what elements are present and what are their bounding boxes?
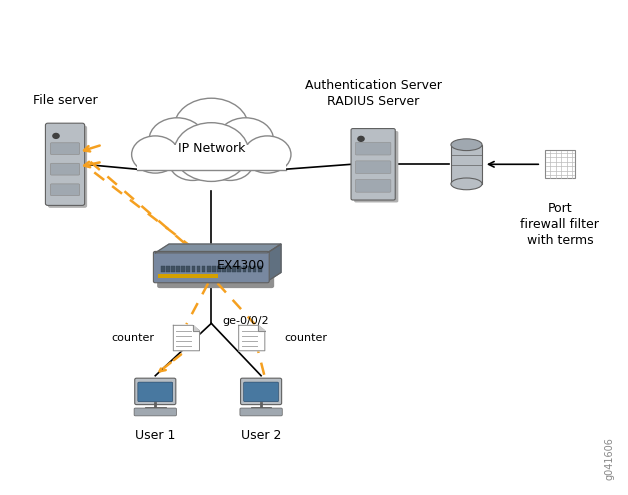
Polygon shape xyxy=(173,325,200,351)
FancyBboxPatch shape xyxy=(50,163,80,175)
Bar xyxy=(166,266,170,272)
Circle shape xyxy=(53,134,59,139)
FancyBboxPatch shape xyxy=(244,382,279,401)
Bar xyxy=(207,266,210,272)
FancyBboxPatch shape xyxy=(48,126,87,208)
Bar xyxy=(545,150,575,179)
Text: File server: File server xyxy=(33,94,97,106)
FancyBboxPatch shape xyxy=(355,142,391,155)
Text: User 1: User 1 xyxy=(135,429,175,443)
Text: g041606: g041606 xyxy=(605,437,615,480)
Bar xyxy=(176,266,180,272)
Bar xyxy=(181,266,185,272)
FancyBboxPatch shape xyxy=(241,378,281,404)
Text: IP Network: IP Network xyxy=(178,142,245,154)
FancyBboxPatch shape xyxy=(134,408,176,416)
Circle shape xyxy=(174,123,249,182)
Polygon shape xyxy=(155,244,281,253)
Text: counter: counter xyxy=(111,333,154,343)
Bar xyxy=(237,266,241,272)
Bar xyxy=(171,266,175,272)
FancyBboxPatch shape xyxy=(50,184,80,196)
Bar xyxy=(258,266,262,272)
Circle shape xyxy=(358,137,364,141)
FancyBboxPatch shape xyxy=(351,129,395,200)
Bar xyxy=(227,266,231,272)
Bar xyxy=(161,266,165,272)
Text: EX4300: EX4300 xyxy=(216,258,264,272)
FancyBboxPatch shape xyxy=(355,180,391,192)
FancyBboxPatch shape xyxy=(45,123,85,205)
FancyBboxPatch shape xyxy=(355,161,391,174)
FancyBboxPatch shape xyxy=(157,256,274,288)
FancyBboxPatch shape xyxy=(138,382,173,401)
FancyBboxPatch shape xyxy=(153,251,269,283)
Text: Port
firewall filter
with terms: Port firewall filter with terms xyxy=(521,202,599,248)
Text: User 2: User 2 xyxy=(241,429,281,443)
Text: counter: counter xyxy=(284,333,327,343)
Bar xyxy=(197,266,200,272)
Circle shape xyxy=(207,143,254,181)
Bar xyxy=(158,274,217,278)
Text: Authentication Server
RADIUS Server: Authentication Server RADIUS Server xyxy=(305,79,441,108)
Bar xyxy=(217,266,221,272)
Circle shape xyxy=(217,118,274,162)
Polygon shape xyxy=(258,325,265,331)
Bar xyxy=(247,266,251,272)
FancyBboxPatch shape xyxy=(135,378,176,404)
Polygon shape xyxy=(268,244,281,281)
FancyBboxPatch shape xyxy=(240,408,282,416)
Bar xyxy=(212,266,215,272)
Ellipse shape xyxy=(451,139,482,150)
Ellipse shape xyxy=(451,178,482,190)
Bar xyxy=(222,266,226,272)
Bar xyxy=(192,266,195,272)
Bar xyxy=(187,266,190,272)
Bar xyxy=(232,266,236,272)
FancyBboxPatch shape xyxy=(354,131,398,202)
Polygon shape xyxy=(193,325,200,331)
FancyBboxPatch shape xyxy=(50,143,80,154)
Circle shape xyxy=(149,118,205,162)
FancyBboxPatch shape xyxy=(137,145,286,170)
Bar xyxy=(242,266,246,272)
Text: ge-0/0/2: ge-0/0/2 xyxy=(222,316,269,326)
Circle shape xyxy=(132,136,179,173)
FancyBboxPatch shape xyxy=(451,145,482,184)
Bar xyxy=(202,266,205,272)
Polygon shape xyxy=(239,325,265,351)
Circle shape xyxy=(174,98,249,157)
Circle shape xyxy=(244,136,291,173)
Bar xyxy=(252,266,256,272)
Circle shape xyxy=(169,143,216,181)
